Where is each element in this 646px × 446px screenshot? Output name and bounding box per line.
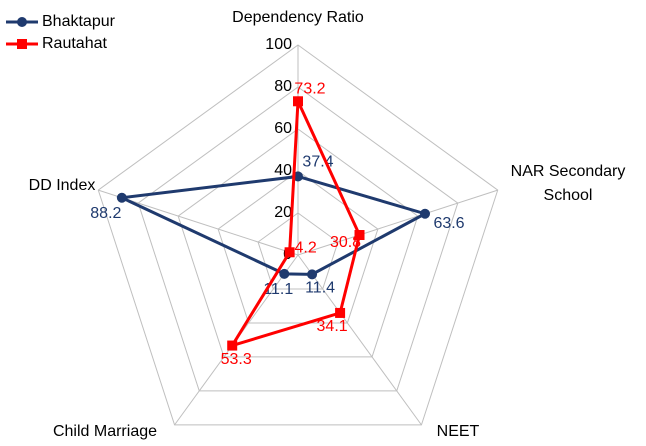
axis-label: Dependency Ratio [232, 9, 364, 26]
r-tick-label: 100 [265, 36, 292, 53]
data-label: 63.6 [433, 215, 464, 232]
legend-label: Rautahat [42, 35, 107, 52]
data-label: 88.2 [90, 205, 121, 222]
marker [227, 340, 238, 351]
grid-line [217, 170, 379, 324]
r-tick-label: 80 [274, 78, 292, 95]
marker [293, 96, 303, 107]
legend-label: Bhaktapur [42, 13, 116, 30]
axis-label: NEET [437, 423, 480, 440]
data-label: 4.2 [294, 239, 316, 256]
axis-label: Child Marriage [53, 423, 157, 440]
data-label: 34.1 [317, 318, 348, 335]
data-label: 53.3 [221, 351, 252, 368]
spoke [297, 254, 422, 426]
marker [293, 171, 303, 182]
data-label: 73.2 [294, 80, 325, 97]
data-label: 30.8 [330, 234, 361, 251]
grid-line [177, 128, 419, 358]
r-tick-label: 20 [274, 204, 292, 221]
marker [284, 247, 295, 258]
series-line [228, 100, 362, 349]
data-label: 37.4 [302, 154, 333, 171]
axis-label: NAR Secondary School [510, 163, 626, 204]
series-line [116, 174, 429, 276]
marker [420, 208, 431, 219]
grid-line [257, 212, 339, 290]
grid-line [97, 44, 499, 426]
data-label: 11.4 [305, 280, 335, 297]
spoke [297, 189, 498, 256]
marker [116, 192, 127, 203]
axis-label-box: NAR Secondary School [510, 163, 626, 204]
marker [354, 230, 365, 241]
legend-marker [17, 39, 27, 49]
marker [335, 307, 346, 318]
grid-line [137, 86, 459, 392]
r-tick-label: 40 [274, 162, 292, 179]
legend-marker [17, 17, 27, 27]
marker [279, 268, 290, 279]
marker [307, 269, 318, 280]
axis-label: DD Index [29, 177, 96, 194]
r-tick-label: 60 [274, 120, 292, 137]
